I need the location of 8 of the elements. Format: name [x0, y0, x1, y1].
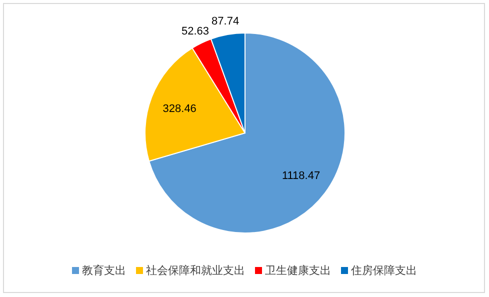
data-label: 1118.47 — [282, 170, 320, 182]
data-label: 328.46 — [162, 103, 196, 116]
legend-label: 卫生健康支出 — [265, 264, 331, 277]
legend-label: 教育支出 — [82, 264, 126, 277]
data-label: 52.63 — [181, 25, 210, 38]
legend-label: 社会保障和就业支出 — [146, 264, 245, 277]
data-label: 87.74 — [212, 16, 240, 28]
legend-label: 住房保障支出 — [351, 264, 417, 277]
